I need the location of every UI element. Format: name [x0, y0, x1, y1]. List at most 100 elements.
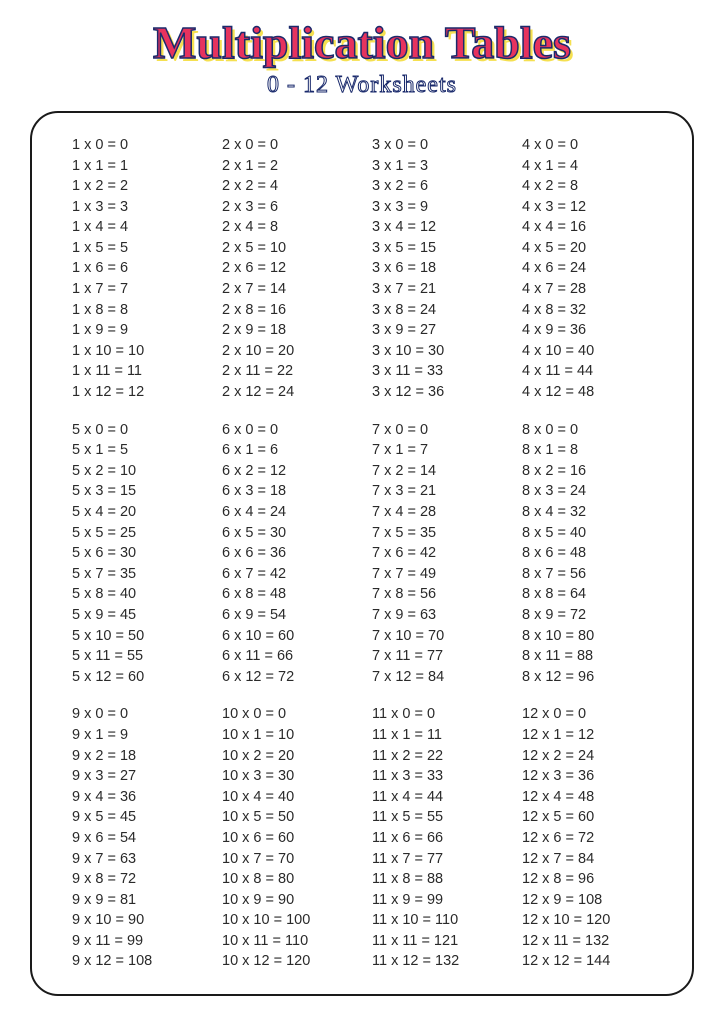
equation: 10 x 1 = 10: [222, 725, 362, 746]
equation: 12 x 10 = 120: [522, 910, 662, 931]
equation: 9 x 6 = 54: [72, 828, 212, 849]
equation: 4 x 0 = 0: [522, 135, 662, 156]
equation: 12 x 3 = 36: [522, 766, 662, 787]
equation: 11 x 9 = 99: [372, 890, 512, 911]
equation: 4 x 1 = 4: [522, 156, 662, 177]
equation: 1 x 7 = 7: [72, 279, 212, 300]
equation: 12 x 5 = 60: [522, 807, 662, 828]
equation: 3 x 11 = 33: [372, 361, 512, 382]
equation: 9 x 2 = 18: [72, 746, 212, 767]
table-10: 10 x 0 = 010 x 1 = 1010 x 2 = 2010 x 3 =…: [222, 704, 362, 972]
table-8: 8 x 0 = 08 x 1 = 88 x 2 = 168 x 3 = 248 …: [522, 420, 662, 688]
equation: 11 x 8 = 88: [372, 869, 512, 890]
equation: 5 x 7 = 35: [72, 564, 212, 585]
equation: 8 x 6 = 48: [522, 543, 662, 564]
table-5: 5 x 0 = 05 x 1 = 55 x 2 = 105 x 3 = 155 …: [72, 420, 212, 688]
equation: 6 x 10 = 60: [222, 626, 362, 647]
table-2: 2 x 0 = 02 x 1 = 22 x 2 = 42 x 3 = 62 x …: [222, 135, 362, 403]
equation: 9 x 1 = 9: [72, 725, 212, 746]
equation: 7 x 12 = 84: [372, 667, 512, 688]
equation: 8 x 5 = 40: [522, 523, 662, 544]
equation: 7 x 9 = 63: [372, 605, 512, 626]
equation: 2 x 5 = 10: [222, 238, 362, 259]
table-4: 4 x 0 = 04 x 1 = 44 x 2 = 84 x 3 = 124 x…: [522, 135, 662, 403]
equation: 5 x 1 = 5: [72, 440, 212, 461]
equation: 2 x 0 = 0: [222, 135, 362, 156]
equation: 12 x 0 = 0: [522, 704, 662, 725]
equation: 5 x 5 = 25: [72, 523, 212, 544]
equation: 3 x 4 = 12: [372, 217, 512, 238]
equation: 1 x 5 = 5: [72, 238, 212, 259]
equation: 9 x 5 = 45: [72, 807, 212, 828]
equation: 6 x 2 = 12: [222, 461, 362, 482]
equation: 2 x 8 = 16: [222, 300, 362, 321]
equation: 8 x 9 = 72: [522, 605, 662, 626]
equation: 7 x 3 = 21: [372, 481, 512, 502]
equation: 5 x 3 = 15: [72, 481, 212, 502]
equation: 9 x 8 = 72: [72, 869, 212, 890]
equation: 9 x 12 = 108: [72, 951, 212, 972]
equation: 2 x 10 = 20: [222, 341, 362, 362]
row-group-3: 9 x 0 = 09 x 1 = 99 x 2 = 189 x 3 = 279 …: [72, 704, 662, 972]
equation: 1 x 11 = 11: [72, 361, 212, 382]
equation: 6 x 1 = 6: [222, 440, 362, 461]
equation: 11 x 1 = 11: [372, 725, 512, 746]
table-6: 6 x 0 = 06 x 1 = 66 x 2 = 126 x 3 = 186 …: [222, 420, 362, 688]
equation: 4 x 4 = 16: [522, 217, 662, 238]
equation: 3 x 0 = 0: [372, 135, 512, 156]
equation: 5 x 8 = 40: [72, 584, 212, 605]
equation: 1 x 12 = 12: [72, 382, 212, 403]
equation: 3 x 1 = 3: [372, 156, 512, 177]
equation: 11 x 11 = 121: [372, 931, 512, 952]
equation: 9 x 0 = 0: [72, 704, 212, 725]
equation: 8 x 8 = 64: [522, 584, 662, 605]
equation: 6 x 12 = 72: [222, 667, 362, 688]
equation: 6 x 8 = 48: [222, 584, 362, 605]
equation: 7 x 7 = 49: [372, 564, 512, 585]
equation: 3 x 12 = 36: [372, 382, 512, 403]
equation: 3 x 6 = 18: [372, 258, 512, 279]
table-9: 9 x 0 = 09 x 1 = 99 x 2 = 189 x 3 = 279 …: [72, 704, 212, 972]
equation: 8 x 2 = 16: [522, 461, 662, 482]
equation: 2 x 4 = 8: [222, 217, 362, 238]
table-3: 3 x 0 = 03 x 1 = 33 x 2 = 63 x 3 = 93 x …: [372, 135, 512, 403]
equation: 1 x 1 = 1: [72, 156, 212, 177]
equation: 8 x 4 = 32: [522, 502, 662, 523]
equation: 4 x 12 = 48: [522, 382, 662, 403]
equation: 2 x 9 = 18: [222, 320, 362, 341]
equation: 11 x 7 = 77: [372, 849, 512, 870]
equation: 12 x 12 = 144: [522, 951, 662, 972]
equation: 8 x 0 = 0: [522, 420, 662, 441]
equation: 5 x 9 = 45: [72, 605, 212, 626]
equation: 8 x 1 = 8: [522, 440, 662, 461]
equation: 3 x 3 = 9: [372, 197, 512, 218]
equation: 4 x 8 = 32: [522, 300, 662, 321]
page-title: Multiplication Tables: [30, 20, 694, 66]
equation: 12 x 1 = 12: [522, 725, 662, 746]
equation: 6 x 0 = 0: [222, 420, 362, 441]
equation: 8 x 10 = 80: [522, 626, 662, 647]
equation: 5 x 6 = 30: [72, 543, 212, 564]
equation: 10 x 12 = 120: [222, 951, 362, 972]
equation: 11 x 3 = 33: [372, 766, 512, 787]
row-group-1: 1 x 0 = 01 x 1 = 11 x 2 = 21 x 3 = 31 x …: [72, 135, 662, 403]
equation: 11 x 6 = 66: [372, 828, 512, 849]
equation: 7 x 0 = 0: [372, 420, 512, 441]
equation: 3 x 10 = 30: [372, 341, 512, 362]
page-subtitle: 0 - 12 Worksheets: [30, 72, 694, 99]
equation: 7 x 6 = 42: [372, 543, 512, 564]
equation: 4 x 2 = 8: [522, 176, 662, 197]
equation: 9 x 7 = 63: [72, 849, 212, 870]
equation: 6 x 4 = 24: [222, 502, 362, 523]
equation: 5 x 4 = 20: [72, 502, 212, 523]
equation: 7 x 11 = 77: [372, 646, 512, 667]
equation: 12 x 11 = 132: [522, 931, 662, 952]
equation: 11 x 10 = 110: [372, 910, 512, 931]
equation: 10 x 3 = 30: [222, 766, 362, 787]
equation: 10 x 8 = 80: [222, 869, 362, 890]
equation: 2 x 7 = 14: [222, 279, 362, 300]
equation: 5 x 2 = 10: [72, 461, 212, 482]
equation: 4 x 5 = 20: [522, 238, 662, 259]
table-1: 1 x 0 = 01 x 1 = 11 x 2 = 21 x 3 = 31 x …: [72, 135, 212, 403]
equation: 1 x 6 = 6: [72, 258, 212, 279]
